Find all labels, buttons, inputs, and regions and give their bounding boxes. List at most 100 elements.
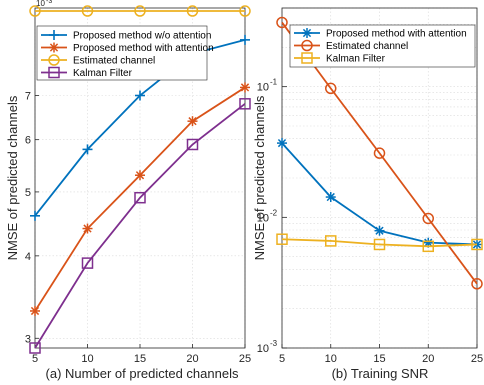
chart-b-series-0-point-1 <box>325 192 336 203</box>
chart-a-xtick-label-2: 15 <box>134 353 146 365</box>
chart-a-series-3-point-2-box <box>134 191 146 204</box>
chart-b-series-2-point-1-box <box>325 235 337 247</box>
chart-b-ytick-base-1: 10 <box>257 212 269 224</box>
chart-b-series-1-point-0-ring <box>276 16 288 29</box>
chart-a-ytick-label-0: 3 <box>25 333 31 345</box>
chart-a-legend-marker-0 <box>49 30 59 40</box>
chart-b-legend-label-2: Kalman Filter <box>326 54 386 65</box>
chart-a-series-0-point-4 <box>240 34 250 45</box>
chart-a-ytick-label-1: 4 <box>25 251 31 263</box>
chart-b-legend-marker-2-box <box>301 52 313 64</box>
chart-b-series-1-point-2-ring <box>373 147 386 159</box>
chart-b-xtick-label-0: 5 <box>279 353 285 365</box>
chart-b-series-2-line <box>281 238 478 248</box>
chart-b-ytick-base-0: 10 <box>257 82 269 94</box>
chart-a-series-3-point-1-box <box>81 257 94 269</box>
chart-b-series-0-point-2-d2 <box>375 226 384 235</box>
chart-a-series-2-point-2 <box>134 5 146 17</box>
chart-a-series-1-point-2 <box>135 170 145 181</box>
chart-a-series-2-point-4-ring <box>239 5 251 17</box>
chart-b-ylabel: NMSE of predicted channels <box>252 95 267 260</box>
chart-a-xtick-label-1: 10 <box>81 353 93 365</box>
chart-a-series-1-point-4 <box>240 82 250 93</box>
chart-b-ytick-exp-1: -2 <box>270 208 278 217</box>
chart-b-legend-marker-0 <box>302 28 312 38</box>
chart-a-series-0-point-0 <box>30 210 40 221</box>
chart-b-series-2-point-0 <box>276 233 288 245</box>
chart-a-series-0-point-2 <box>135 90 145 101</box>
chart-b-xtick-label-2: 15 <box>373 353 385 365</box>
chart-a-y-multiplier-exp: -3 <box>46 0 52 5</box>
chart-a-legend-marker-1-d2 <box>49 43 59 52</box>
chart-a-legend-marker-3 <box>48 66 60 79</box>
chart-b-series-1-point-1 <box>325 82 337 95</box>
chart-b-series-1-point-4 <box>471 278 483 290</box>
chart-b-series-2-point-4-box <box>471 238 483 251</box>
chart-b-series-2-point-0-box <box>276 233 288 245</box>
chart-a-series-1-point-2-d2 <box>135 171 145 180</box>
chart-b-ytick-exp-2: -3 <box>270 339 278 348</box>
chart-a-series-3-point-3-box <box>186 138 199 151</box>
chart-a-series-2-point-1 <box>81 5 94 17</box>
chart-a-series-3-point-2 <box>134 191 146 204</box>
chart-a-series-2-point-4 <box>239 5 251 17</box>
chart-a-legend-marker-3-box <box>48 66 60 79</box>
chart-b-series-2-point-2-box <box>373 238 386 251</box>
chart-a-series-2-point-0 <box>29 5 41 17</box>
chart-b-xtick-label-1: 10 <box>325 353 337 365</box>
chart-a-series-1-point-4-d2 <box>240 83 250 92</box>
chart-b-series-1-point-3 <box>422 212 434 225</box>
chart-b-legend-marker-2 <box>301 52 313 64</box>
chart-b-caption: (b) Training SNR <box>332 366 429 381</box>
chart-b-legend-items: Proposed method with attentionEstimated … <box>294 28 467 65</box>
chart-a-legend-marker-2-ring <box>48 54 60 66</box>
chart-a-series-3-line <box>34 103 246 349</box>
chart-a-series-3-point-4-box <box>239 98 251 110</box>
chart-a-legend-marker-1 <box>49 42 59 53</box>
chart-a-series-2-point-3 <box>186 5 199 17</box>
chart-a-legend-label-2: Estimated channel <box>73 56 155 67</box>
chart-a-series-3-point-1 <box>81 257 94 269</box>
chart-a-series-2-point-2-ring <box>134 5 146 17</box>
chart-a-xtick-label-3: 20 <box>186 353 198 365</box>
chart-b-series-1-point-4-ring <box>471 278 483 290</box>
chart-a-caption: (a) Number of predicted channels <box>46 366 239 381</box>
chart-b-series-1-point-1-ring <box>325 82 337 95</box>
chart-b-series-0-point-3 <box>423 237 434 248</box>
chart-a-ytick-label-4: 7 <box>25 91 31 103</box>
chart-a-ylabel: NMSE of predicted channels <box>5 95 20 260</box>
chart-a-series-2-point-1-ring <box>81 5 94 17</box>
chart-a-xtick-label-0: 5 <box>32 353 38 365</box>
chart-a-legend-label-1: Proposed method with attention <box>73 43 214 54</box>
chart-a-y-multiplier-base: 10 <box>36 0 45 8</box>
chart-b-legend-label-1: Estimated channel <box>326 41 408 52</box>
chart-b-series-0-point-1-d2 <box>326 192 335 202</box>
chart-a-series-1-point-1 <box>82 223 93 234</box>
chart-a-series-3-point-3 <box>186 138 199 151</box>
chart-a-series-3-point-4 <box>239 98 251 110</box>
chart-b-legend-marker-0-d2 <box>302 28 312 38</box>
chart-b-legend-marker-1 <box>301 39 313 52</box>
chart-b-legend-marker-1-ring <box>301 39 313 52</box>
chart-a-series-1-point-3 <box>187 116 198 127</box>
chart-b-series-0-point-3-d2 <box>424 238 433 247</box>
chart-b-series-2-point-4 <box>471 238 483 251</box>
chart-a-ytick-label-2: 5 <box>25 187 31 199</box>
chart-a-series-2-point-0-ring <box>29 5 41 17</box>
chart-b-series-2-point-2 <box>373 238 386 251</box>
chart-a-ytick-label-3: 6 <box>25 135 31 147</box>
chart-a-series-0-point-1 <box>82 144 93 155</box>
chart-a-series-3-point-0-box <box>29 342 41 354</box>
chart-b-ytick-base-2: 10 <box>257 343 269 355</box>
chart-b-series-1-point-2 <box>373 147 386 159</box>
chart-b-xtick-label-4: 25 <box>471 353 483 365</box>
chart-a-series-1-point-0-d2 <box>30 306 40 316</box>
chart-b-xtick-label-3: 20 <box>422 353 434 365</box>
chart-a-series-2-point-3-ring <box>186 5 199 17</box>
chart-b-series-2-point-3-box <box>422 240 434 253</box>
chart-a-ticks: 5 10 15 20 25 3 4 5 6 7 <box>25 91 251 365</box>
